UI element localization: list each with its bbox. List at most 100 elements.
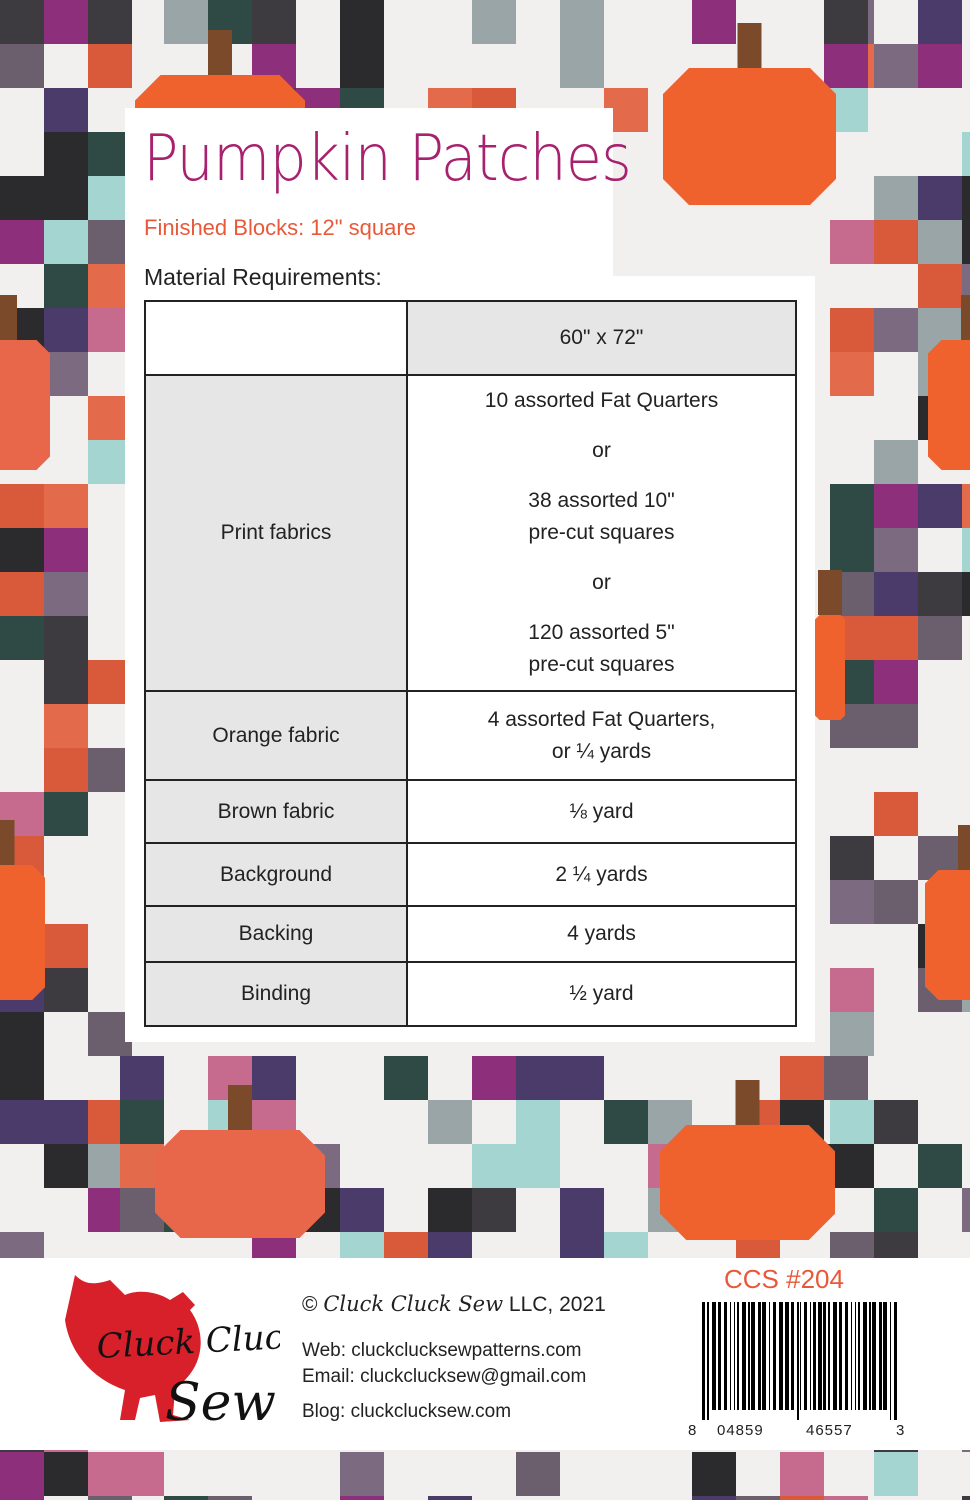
barcode-digit: 04859	[717, 1422, 764, 1439]
barcode-bar	[734, 1302, 735, 1410]
quilt-patch	[962, 572, 970, 616]
row-label: Background	[144, 842, 408, 907]
quilt-patch	[164, 1496, 208, 1500]
hen-logo: Cluck Cluck Sew	[65, 1275, 280, 1430]
table-row: Binding ½ yard	[144, 961, 797, 1027]
quilt-patch	[918, 1144, 962, 1188]
quilt-patch	[874, 308, 918, 352]
quilt-patch	[44, 176, 88, 220]
quilt-patch	[44, 704, 88, 748]
quilt-patch	[0, 1012, 44, 1056]
quilt-patch	[44, 0, 88, 44]
pumpkin-shape	[660, 1125, 835, 1240]
barcode-bar	[828, 1302, 830, 1410]
quilt-patch	[0, 1496, 44, 1500]
value-line: pre-cut squares	[528, 653, 675, 676]
quilt-patch	[0, 572, 44, 616]
quilt-patch	[918, 484, 962, 528]
quilt-patch	[962, 1188, 970, 1232]
quilt-patch	[874, 1100, 918, 1144]
quilt-patch	[0, 176, 44, 220]
quilt-patch	[252, 1056, 296, 1100]
quilt-patch	[874, 660, 918, 704]
copyright-rest: LLC, 2021	[503, 1293, 606, 1316]
barcode-bar	[869, 1302, 871, 1410]
value-line: or	[592, 571, 611, 594]
product-code: CCS #204	[724, 1264, 844, 1294]
web-link[interactable]: Web: cluckclucksewpatterns.com	[302, 1340, 582, 1361]
quilt-patch	[44, 792, 88, 836]
barcode-bar	[804, 1302, 807, 1410]
quilt-patch	[918, 0, 962, 44]
quilt-patch	[780, 1496, 824, 1500]
value-line: 10 assorted Fat Quarters	[484, 389, 719, 412]
header-blank	[144, 300, 408, 376]
row-value: ⅛ yard	[406, 779, 797, 844]
info-panel-top	[125, 108, 613, 278]
quilt-patch	[874, 44, 918, 88]
header-size: 60" x 72"	[406, 300, 797, 376]
quilt-patch	[736, 1496, 780, 1500]
quilt-patch	[88, 440, 132, 484]
barcode-bar	[839, 1302, 842, 1410]
quilt-patch	[830, 352, 874, 396]
quilt-patch	[88, 1012, 132, 1056]
quilt-patch	[44, 484, 88, 528]
quilt-patch	[780, 1452, 824, 1496]
quilt-patch	[830, 1100, 874, 1144]
quilt-patch	[44, 308, 88, 352]
barcode-bar	[730, 1302, 731, 1410]
quilt-patch	[560, 1056, 604, 1100]
barcode-digit: 8	[688, 1422, 697, 1439]
quilt-patch	[340, 1188, 384, 1232]
email-link[interactable]: Email: cluckclucksew@gmail.com	[302, 1366, 587, 1387]
quilt-patch	[88, 0, 132, 44]
quilt-patch	[692, 1496, 736, 1500]
barcode-bar	[762, 1302, 766, 1410]
quilt-patch	[44, 1452, 88, 1496]
pumpkin-stem	[0, 820, 15, 865]
quilt-patch	[830, 968, 874, 1012]
pumpkin-stem	[737, 23, 762, 68]
quilt-patch	[874, 1452, 918, 1496]
barcode-bar	[845, 1302, 848, 1410]
quilt-patch	[428, 1100, 472, 1144]
row-label: Orange fabric	[144, 690, 408, 781]
quilt-patch	[0, 616, 44, 660]
quilt-patch	[88, 1496, 132, 1500]
quilt-patch	[918, 572, 962, 616]
quilt-patch	[44, 352, 88, 396]
pumpkin-stem	[818, 570, 842, 615]
materials-heading: Material Requirements:	[144, 264, 382, 290]
barcode-bar	[894, 1302, 897, 1420]
quilt-patch	[120, 1056, 164, 1100]
quilt-patch	[874, 440, 918, 484]
barcode-bar	[863, 1302, 867, 1410]
row-value: ½ yard	[406, 961, 797, 1027]
quilt-patch	[44, 968, 88, 1012]
barcode-bar	[872, 1302, 876, 1410]
blog-link[interactable]: Blog: cluckclucksew.com	[302, 1401, 512, 1422]
quilt-patch	[830, 528, 874, 572]
quilt-patch	[88, 176, 132, 220]
barcode-bar	[769, 1302, 770, 1410]
pumpkin-shape	[0, 340, 50, 470]
page-title: Pumpkin Patches	[143, 122, 632, 196]
quilt-patch	[874, 704, 918, 748]
quilt-patch	[874, 1188, 918, 1232]
barcode-bar	[823, 1302, 826, 1410]
quilt-patch	[120, 1100, 164, 1144]
svg-text:Sew: Sew	[165, 1373, 276, 1430]
quilt-patch	[120, 1452, 164, 1496]
barcode	[702, 1302, 897, 1420]
barcode-bar	[883, 1302, 887, 1410]
quilt-patch	[88, 220, 132, 264]
quilt-patch	[44, 660, 88, 704]
barcode-digit: 46557	[806, 1422, 853, 1439]
barcode-bar	[800, 1302, 801, 1410]
quilt-patch	[874, 176, 918, 220]
row-label: Binding	[144, 961, 408, 1027]
pumpkin-shape	[928, 340, 970, 470]
row-value: 10 assorted Fat Quarters or 38 assorted …	[406, 374, 797, 692]
barcode-bar	[779, 1302, 783, 1410]
